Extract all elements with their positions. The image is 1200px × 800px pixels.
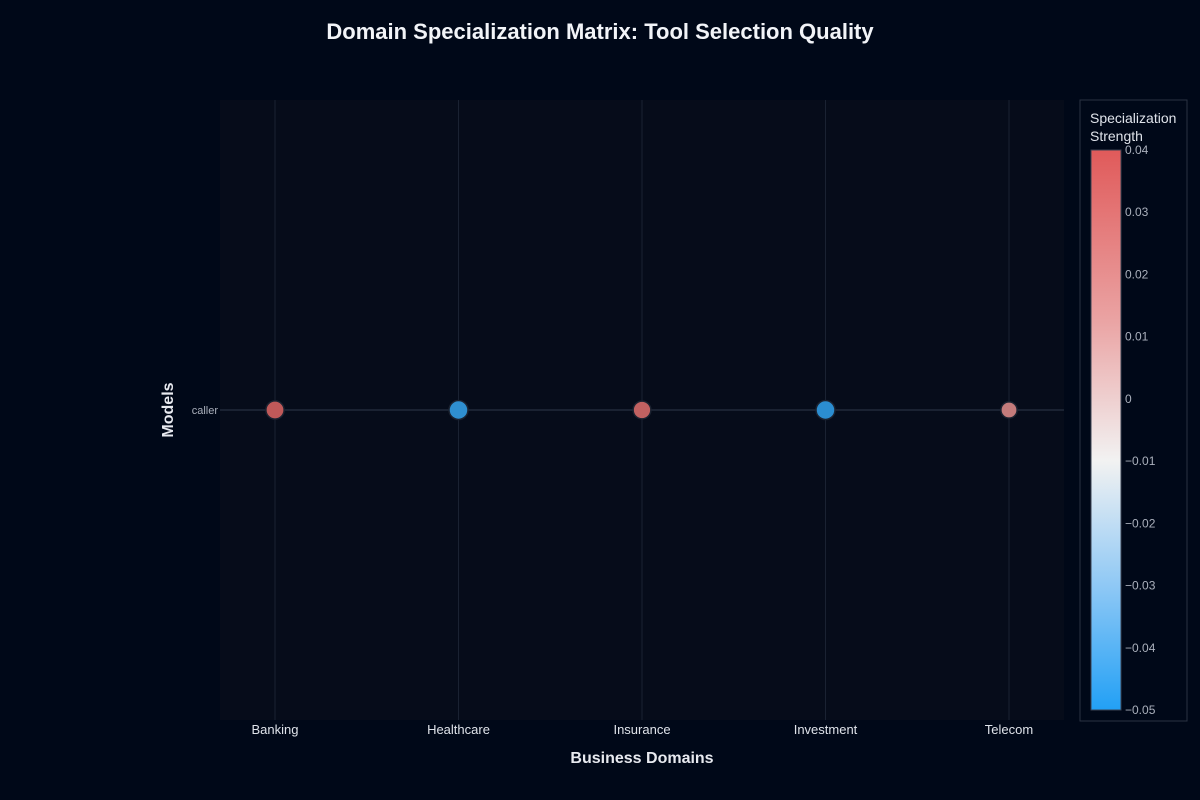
colorbar-frame — [1079, 99, 1188, 722]
colorbar-tick-label: −0.04 — [1125, 641, 1156, 655]
chart-title: Domain Specialization Matrix: Tool Selec… — [326, 19, 874, 44]
colorbar: Specialization Strength 0.04 0.03 0.02 0.01… — [1079, 99, 1188, 722]
data-point — [265, 400, 285, 420]
x-tick-label: Telecom — [985, 722, 1033, 737]
data-point — [448, 399, 469, 421]
x-tick-label: Healthcare — [427, 722, 490, 737]
y-tick-label: caller — [192, 405, 219, 417]
colorbar-tick-label: −0.02 — [1125, 516, 1156, 530]
colorbar-title-line-1: Specialization — [1090, 110, 1176, 126]
colorbar-tick-label: 0.01 — [1125, 330, 1149, 344]
colorbar-ticks: 0.04 0.03 0.02 0.01 0 −0.01 −0.02 −0.03 −0.04 −0.… — [1125, 143, 1156, 717]
data-point — [1000, 401, 1018, 419]
colorbar-title: Specialization Strength — [1090, 110, 1180, 144]
colorbar-title-line-2: Strength — [1090, 128, 1143, 144]
data-points — [265, 399, 1018, 421]
x-tick-label: Insurance — [613, 722, 670, 737]
colorbar-tick-label: −0.05 — [1125, 703, 1156, 717]
y-axis-title: Models — [160, 382, 177, 437]
colorbar-tick-label: 0.02 — [1125, 267, 1149, 281]
x-tick-label: Investment — [794, 722, 858, 737]
colorbar-tick-label: −0.01 — [1125, 454, 1156, 468]
x-tick-label: Banking — [252, 722, 299, 737]
x-axis-title: Business Domains — [570, 750, 713, 767]
colorbar-tick-label: 0.03 — [1125, 205, 1149, 219]
data-point — [815, 399, 836, 421]
data-point — [632, 400, 652, 420]
colorbar-tick-label: 0.04 — [1125, 143, 1149, 157]
x-tick-labels: Banking Healthcare Insurance Investment Tele… — [252, 722, 1034, 737]
colorbar-gradient — [1090, 149, 1122, 711]
colorbar-tick-label: 0 — [1125, 392, 1132, 406]
y-tick-labels: caller — [192, 405, 219, 417]
colorbar-tick-label: −0.03 — [1125, 579, 1156, 593]
